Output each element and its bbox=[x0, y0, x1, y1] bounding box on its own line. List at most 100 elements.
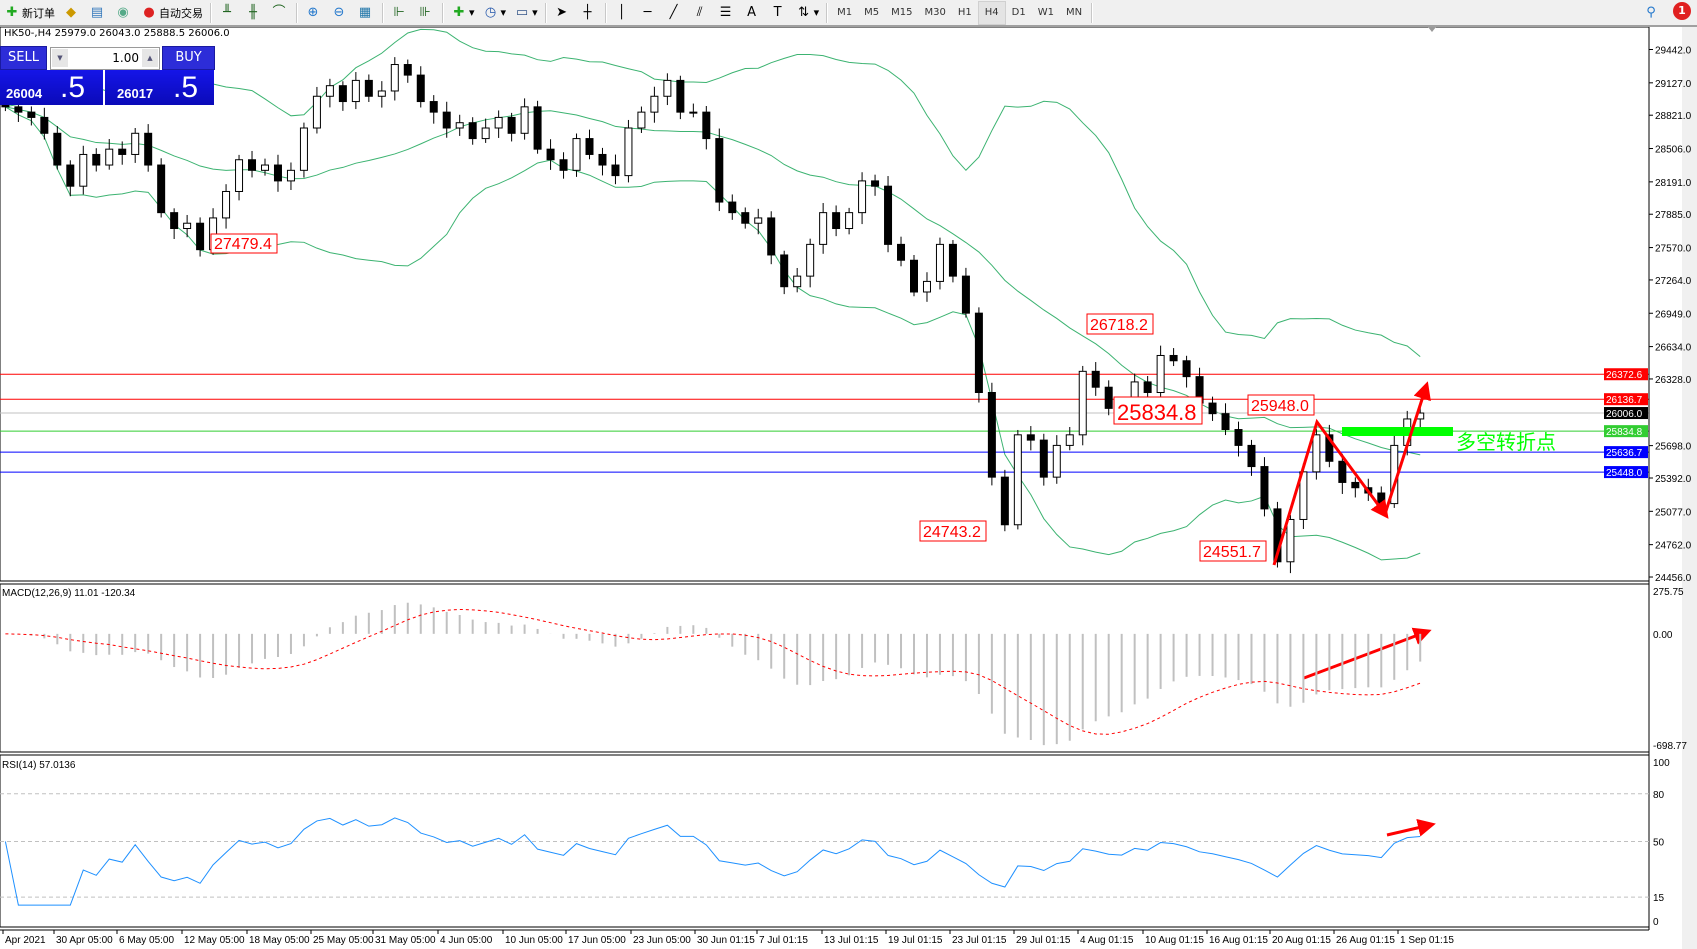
price-line-tag bbox=[1604, 466, 1648, 479]
volume-increase-icon[interactable]: ▲ bbox=[142, 49, 158, 67]
price-tick-label: 25698.0 bbox=[1655, 442, 1692, 453]
zoom-out-button[interactable]: ⊖ bbox=[327, 2, 353, 24]
candle-body bbox=[1104, 386, 1113, 409]
timeframe-m15[interactable]: M15 bbox=[891, 7, 913, 18]
rsi-axis-label: 80 bbox=[1653, 790, 1665, 801]
candle-body bbox=[1234, 429, 1243, 446]
candle-body bbox=[1182, 360, 1191, 378]
candle bbox=[676, 75, 685, 120]
candle bbox=[455, 114, 464, 136]
candle-body bbox=[1156, 354, 1165, 394]
candle-body bbox=[987, 392, 996, 478]
candle-body bbox=[922, 280, 931, 293]
tile-windows-button[interactable]: ▦ bbox=[353, 2, 379, 24]
price-line-tag-label: 25636.7 bbox=[1606, 448, 1643, 459]
text-button[interactable]: A bbox=[740, 2, 766, 24]
trendline-button[interactable]: ╱ bbox=[662, 2, 688, 24]
timeframe-h4[interactable]: H4 bbox=[977, 0, 1006, 25]
candle bbox=[793, 267, 802, 293]
time-tick-label: Apr 2021 bbox=[5, 935, 46, 946]
candlestick-button[interactable]: ╫ bbox=[241, 2, 267, 24]
candle-body bbox=[261, 164, 269, 171]
price-tick-label: 25392.0 bbox=[1655, 474, 1692, 485]
price-tick-label: 24456.0 bbox=[1655, 573, 1692, 584]
candle-body bbox=[1286, 518, 1295, 563]
buy-button[interactable]: BUY bbox=[162, 46, 215, 70]
timeframe-h1[interactable]: H1 bbox=[957, 7, 972, 18]
candle bbox=[416, 66, 425, 108]
right-scrollbar[interactable] bbox=[1682, 27, 1697, 949]
chart-shift-button[interactable]: ⊪ bbox=[413, 2, 439, 24]
arrows-button[interactable]: ⇅ ▾ bbox=[792, 2, 824, 24]
text-label-button[interactable]: T bbox=[766, 2, 792, 24]
new-order-button[interactable]: ✚ 新订单 bbox=[0, 2, 59, 24]
candle bbox=[728, 194, 737, 220]
timeframe-m5[interactable]: M5 bbox=[864, 7, 880, 18]
price-tick-label: 26328.0 bbox=[1655, 375, 1692, 386]
auto-trading-button[interactable]: ● 自动交易 bbox=[137, 2, 207, 24]
candle-body bbox=[390, 64, 399, 92]
candle-body bbox=[131, 132, 140, 155]
timeframe-mn[interactable]: MN bbox=[1065, 7, 1083, 18]
candle bbox=[481, 118, 490, 143]
candle-body bbox=[1273, 508, 1282, 563]
candle bbox=[222, 184, 231, 229]
candle bbox=[767, 211, 776, 265]
candle-body bbox=[572, 138, 581, 171]
channel-button[interactable]: ⫽ bbox=[688, 2, 714, 24]
macd-axis-label: -698.77 bbox=[1653, 741, 1687, 752]
price-annotation-label: 25948.0 bbox=[1251, 398, 1309, 415]
candle-body bbox=[442, 111, 451, 129]
candle-body bbox=[845, 212, 854, 230]
crosshair-button[interactable]: ┼ bbox=[576, 2, 602, 24]
cursor-button[interactable]: ➤ bbox=[550, 2, 576, 24]
timeframe-m1[interactable]: M1 bbox=[837, 7, 853, 18]
price-tick-label: 27264.0 bbox=[1655, 276, 1692, 287]
timeframe-d1[interactable]: D1 bbox=[1011, 7, 1026, 18]
templates-button[interactable]: ▭ ▾ bbox=[510, 2, 542, 24]
candle-body bbox=[637, 111, 646, 129]
vertical-line-button[interactable]: │ bbox=[610, 2, 636, 24]
zoom-in-button[interactable]: ⊕ bbox=[301, 2, 327, 24]
candle-body bbox=[157, 164, 166, 214]
buy-price-box[interactable]: 26017 .5 bbox=[105, 70, 214, 105]
bar-chart-button[interactable]: ╨ bbox=[215, 2, 241, 24]
fibonacci-button[interactable]: ☰ bbox=[714, 2, 740, 24]
auto-scroll-button[interactable]: ⊩ bbox=[387, 2, 413, 24]
notifications-button[interactable]: 1 bbox=[1665, 1, 1697, 25]
chart-shift-marker-icon[interactable] bbox=[1428, 27, 1436, 32]
candle bbox=[494, 110, 503, 138]
candle-body bbox=[767, 217, 776, 256]
timeframe-w1[interactable]: W1 bbox=[1037, 7, 1054, 18]
sell-button[interactable]: SELL bbox=[0, 46, 47, 70]
rsi-axis-label: 0 bbox=[1653, 917, 1659, 928]
buy-price-big: .5 bbox=[173, 71, 199, 104]
main-chart-pane[interactable] bbox=[0, 26, 1650, 582]
time-tick-label: 19 Jul 01:15 bbox=[888, 935, 943, 946]
price-line-tag bbox=[1604, 407, 1648, 420]
volume-input[interactable] bbox=[69, 49, 139, 66]
sell-price-box[interactable]: 26004 .5 bbox=[0, 70, 103, 105]
periods-button[interactable]: ◷ ▾ bbox=[479, 2, 511, 24]
indicators-button[interactable]: ✚ ▾ bbox=[447, 2, 479, 24]
volume-decrease-icon[interactable]: ▼ bbox=[52, 49, 68, 67]
candle bbox=[273, 154, 282, 192]
candle bbox=[429, 95, 438, 124]
line-chart-button[interactable]: ⌒ bbox=[267, 2, 293, 24]
market-watch-button[interactable]: ◆ bbox=[59, 2, 85, 24]
history-center-button[interactable]: ▤ bbox=[85, 2, 111, 24]
candle-body bbox=[702, 111, 711, 140]
search-button[interactable]: ⚲ bbox=[1639, 2, 1665, 24]
toolbar-separator bbox=[1091, 2, 1094, 23]
zigzag-arrow bbox=[1272, 418, 1389, 566]
rsi-indicator: 100 80 50 15 0 bbox=[0, 758, 1670, 928]
volume-field[interactable]: ▼ ▲ bbox=[50, 47, 160, 70]
price-line-tag-label: 25834.8 bbox=[1606, 427, 1643, 438]
candle-body bbox=[92, 153, 101, 166]
horizontal-line-button[interactable]: ─ bbox=[636, 2, 662, 24]
timeframe-m30[interactable]: M30 bbox=[924, 7, 946, 18]
candle bbox=[325, 78, 334, 108]
macd-pane[interactable] bbox=[0, 583, 1650, 753]
signals-button[interactable]: ◉ bbox=[111, 2, 137, 24]
